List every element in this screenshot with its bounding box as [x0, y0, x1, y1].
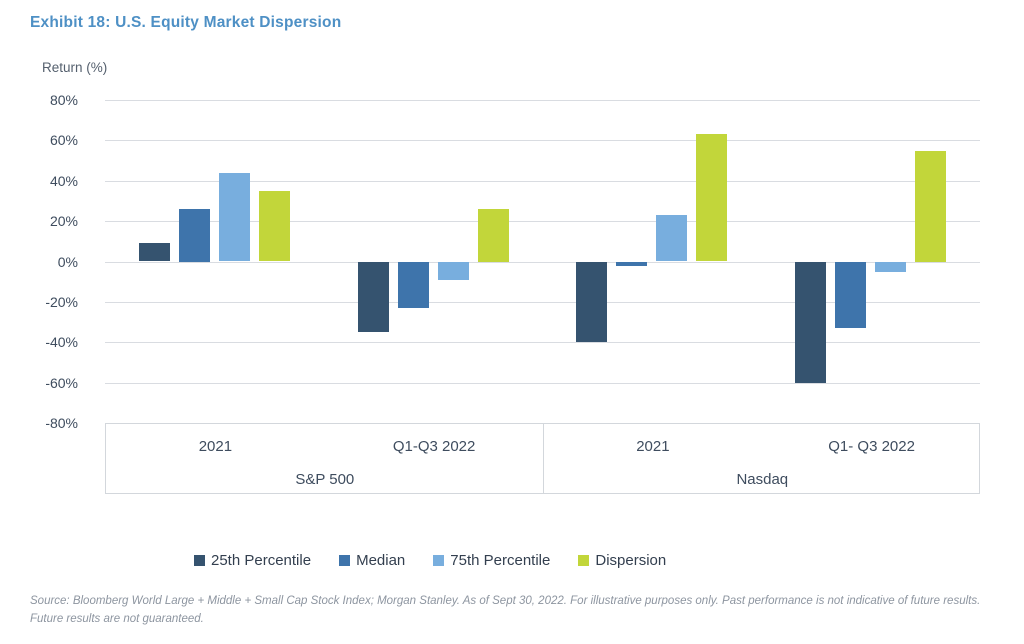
bar-dispersion-group1: [258, 190, 290, 262]
chart-title: Exhibit 18: U.S. Equity Market Dispersio…: [30, 14, 342, 31]
y-axis-label: Return (%): [42, 60, 108, 75]
bar-75th-percentile-group4: [875, 261, 907, 272]
legend-item-25th-percentile: 25th Percentile: [194, 552, 311, 569]
bar-median-group3: [616, 261, 648, 266]
bar-75th-percentile-group3: [656, 215, 688, 262]
legend-label-25th-percentile: 25th Percentile: [211, 552, 312, 569]
y-tick-label-20: -20%: [45, 293, 78, 310]
bar-dispersion-group2: [477, 209, 509, 262]
y-tick-label-20: 20%: [49, 213, 78, 230]
legend-label-median: Median: [356, 552, 406, 569]
market-label-nasdaq: Nasdaq: [736, 471, 789, 488]
bar-25th-percentile-group4: [795, 261, 827, 383]
axis-divider: [542, 424, 544, 493]
bar-median-group2: [397, 261, 429, 308]
legend-swatch-icon-median: [339, 555, 351, 566]
y-tick-label-0: 0%: [57, 253, 78, 270]
y-tick-label-40: 40%: [49, 172, 78, 189]
y-tick-label-60: 60%: [49, 132, 78, 149]
gridline-20: [105, 301, 980, 303]
bar-75th-percentile-group1: [218, 172, 250, 262]
gridline-80: [105, 100, 980, 101]
y-tick-label-60: -60%: [45, 374, 78, 391]
bar-25th-percentile-group3: [576, 261, 608, 343]
y-tick-label-80: -80%: [45, 415, 78, 431]
source-note: Source: Bloomberg World Large + Middle +…: [30, 595, 981, 625]
category-label-group4: Q1- Q3 2022: [828, 438, 915, 455]
y-tick-label-40: -40%: [45, 334, 78, 351]
legend-swatch-icon-25th-percentile: [194, 555, 205, 566]
bar-median-group1: [178, 209, 210, 262]
legend-label-75th-percentile: 75th Percentile: [450, 552, 551, 569]
market-label-s-p-500: S&P 500: [295, 471, 355, 488]
legend-item-75th-percentile: 75th Percentile: [433, 552, 550, 569]
bar-dispersion-group3: [696, 134, 728, 262]
legend-swatch-icon-75th-percentile: [433, 555, 445, 566]
gridline-40: [105, 342, 980, 344]
legend-label-dispersion: Dispersion: [595, 552, 667, 569]
bar-median-group4: [835, 261, 867, 329]
category-label-group1: 2021: [198, 438, 233, 455]
category-label-group3: 2021: [636, 438, 670, 455]
y-tick-label-80: 80%: [49, 92, 78, 108]
plot-area: [105, 100, 980, 424]
gridline-60: [105, 140, 980, 142]
bar-25th-percentile-group1: [138, 243, 170, 262]
legend-item-dispersion: Dispersion: [578, 552, 666, 569]
x-axis-box: 2021 Q1-Q3 2022 2021 Q1- Q3 2022 S&P 500 Nasd…: [105, 423, 980, 494]
bar-75th-percentile-group2: [437, 261, 469, 280]
legend-item-median: Median: [339, 552, 405, 569]
bar-25th-percentile-group2: [357, 261, 389, 333]
y-axis-ticks: 80% 60% 40% 20% 0% -20% -40% -60% -80%: [22, 92, 78, 431]
legend: 25th Percentile Median 75th Percentile Disp…: [194, 552, 666, 569]
bar-dispersion-group4: [915, 150, 947, 262]
gridline-20: [105, 221, 980, 223]
legend-swatch-icon-dispersion: [578, 555, 590, 566]
gridline-40: [105, 180, 980, 182]
gridline-0: [105, 261, 980, 263]
gridline-60: [105, 382, 980, 384]
category-label-group2: Q1-Q3 2022: [392, 438, 476, 455]
